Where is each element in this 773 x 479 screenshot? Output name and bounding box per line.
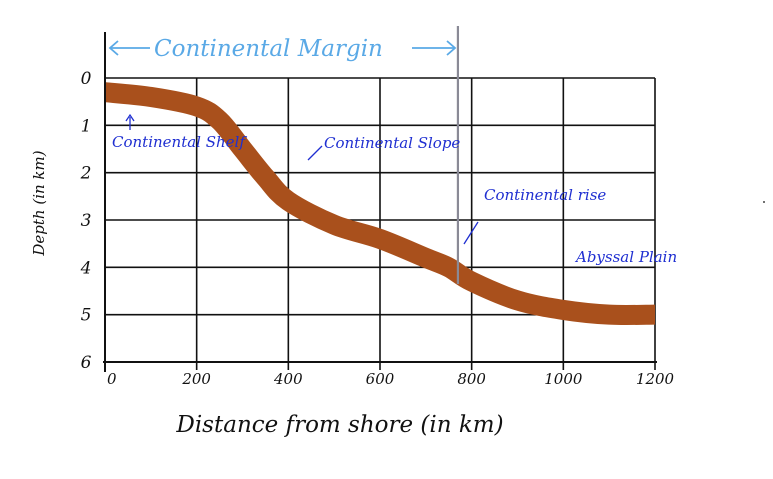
seafloor-band (103, 82, 656, 326)
continental-shelf-label: Continental Shelf (112, 133, 247, 151)
y-tick-label-6: 6 (81, 353, 92, 373)
x-axis-title: Distance from shore (in km) (175, 412, 503, 438)
x-tick-label-200: 200 (181, 370, 211, 388)
slope-arrow (307, 145, 323, 161)
rise-annotation: Continental rise (463, 186, 606, 245)
shelf-annotation: Continental Shelf (112, 113, 247, 151)
x-tick-label-1000: 1000 (544, 370, 583, 388)
x-tick-label-600: 600 (366, 370, 395, 388)
margin-arrowhead-right (446, 40, 457, 56)
x-tick-label-400: 400 (273, 370, 303, 388)
continental-rise-label: Continental rise (484, 186, 606, 204)
y-tick-label-2: 2 (80, 164, 92, 184)
x-tick-label-800: 800 (457, 370, 486, 388)
margin-arrowhead-left (108, 40, 119, 56)
abyssal-plain-label: Abyssal Plain (574, 248, 677, 266)
x-tick-label-0: 0 (107, 370, 117, 388)
stray-dot (763, 201, 765, 203)
shelf-arrowhead (125, 113, 135, 122)
rise-arrow (463, 221, 479, 245)
y-tick-label-4: 4 (80, 258, 92, 278)
slope-annotation: Continental Slope (307, 134, 460, 161)
seafloor-profile-line (103, 82, 656, 326)
axes (103, 32, 657, 372)
continental-margin-annotation: Continental Margin (108, 26, 460, 284)
y-tick-label-5: 5 (81, 306, 92, 326)
grid (105, 77, 656, 370)
y-tick-label-1: 1 (81, 116, 92, 136)
y-tick-label-3: 3 (81, 211, 92, 231)
x-tick-label-1200: 1200 (636, 370, 675, 388)
continental-margin-label: Continental Margin (154, 36, 383, 62)
tick-labels: 0 200 400 600 800 1000 1200 0 1 2 3 4 5 6 (80, 69, 675, 388)
y-axis-title: Depth (in km) (30, 150, 48, 256)
continental-slope-label: Continental Slope (324, 134, 460, 152)
y-tick-label-0: 0 (81, 69, 92, 89)
abyssal-annotation: Abyssal Plain (574, 248, 677, 266)
